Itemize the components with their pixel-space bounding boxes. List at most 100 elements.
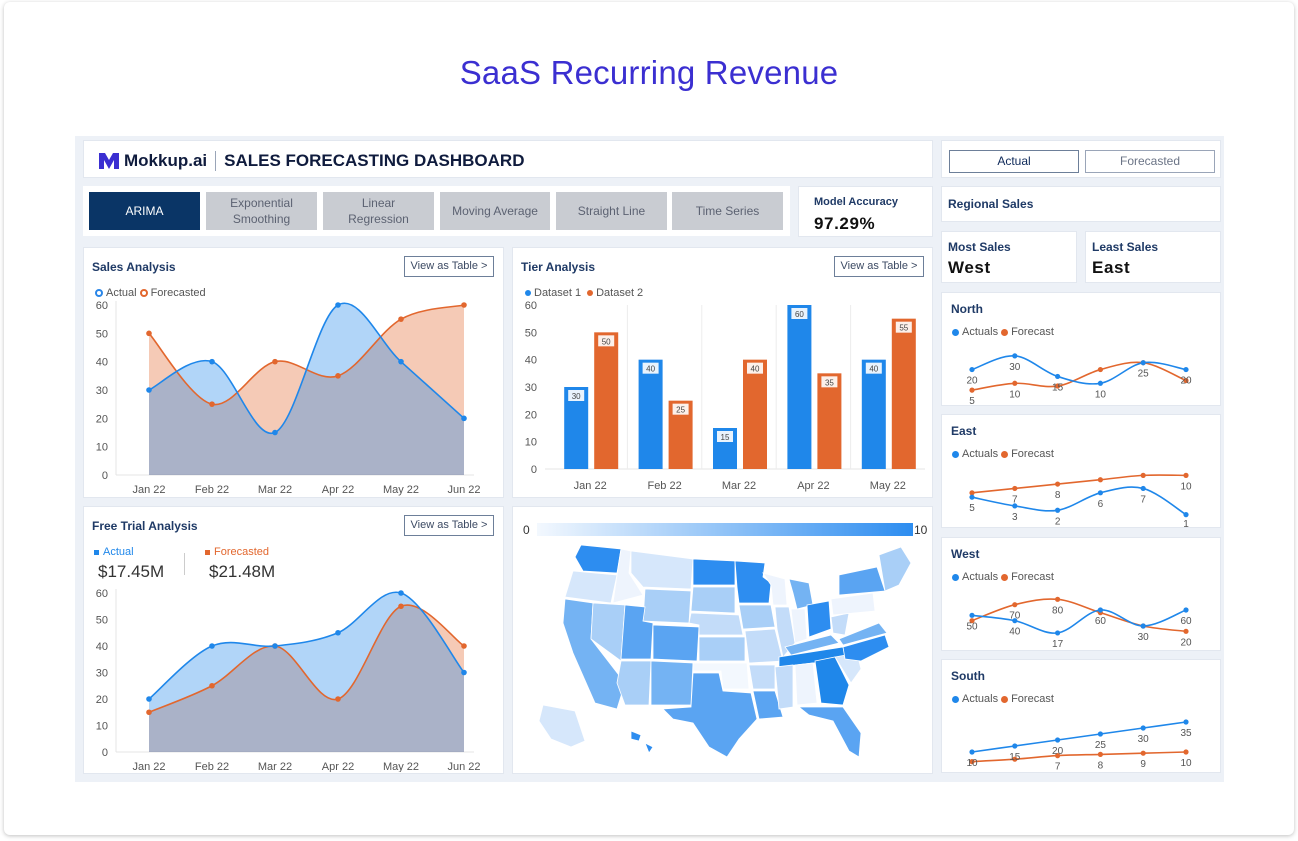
state-az [616,660,652,706]
state-ga [814,656,850,706]
actuals-value-label: 25 [1138,369,1150,380]
y-tick-label: 0 [102,470,108,482]
forecast-line [971,361,1187,391]
usa-choropleth-map [538,544,912,758]
east-card: East Actuals Forecast 5 3 2 6 7 1 7 8 10 [941,414,1221,529]
bar-label-bg [791,308,808,319]
east-legend: Actuals Forecast [952,448,1054,460]
x-tick-label: Jan 22 [132,484,165,496]
actuals-line [971,486,1187,516]
model-accuracy-card: Model Accuracy 97.29% [798,186,933,237]
actuals-line [971,609,1187,634]
tier-view-table-button[interactable]: View as Table > [834,256,924,277]
state-mo [744,628,784,664]
dataset2-legend-icon [587,290,594,296]
forecast-point [1055,383,1061,389]
trial-forecasted-value: $21.48M [209,562,276,581]
state-al [794,662,818,706]
y-tick-label: 20 [96,413,108,425]
state-sd [690,586,736,614]
actual-point [335,302,341,308]
bar-label-bg [747,362,763,374]
forecast-value-label: 9 [1140,759,1146,770]
actuals-point [1183,512,1189,518]
state-co [652,624,700,662]
actuals-point [1140,360,1146,366]
y-tick-label: 50 [96,328,108,340]
page-title: SaaS Recurring Revenue [459,54,839,91]
legend-dataset1: Dataset 1 [534,287,582,299]
state-or [564,570,618,604]
y-tick-label: 30 [525,382,537,394]
x-tick-label: Feb 22 [647,480,681,492]
most-sales-value: West [948,258,991,277]
state-wa [574,544,622,574]
actuals-line [971,721,1187,753]
state-ms [774,664,794,710]
actuals-value-label: 60 [1180,616,1192,627]
actuals-point [1183,366,1189,373]
actuals-point [969,494,975,500]
actuals-legend-icon [952,450,959,458]
dataset1-bar [638,359,663,469]
y-tick-label: 0 [531,464,537,476]
scale-min-label: 0 [523,523,530,537]
trial-forecasted-label-row: Forecasted [205,546,269,558]
north-line-chart: 20 30 15 10 25 20 5 10 [966,353,1192,407]
kpi-divider [184,553,185,575]
forecasted-point [335,696,341,702]
forecast-point [1012,380,1018,386]
actual-area [149,303,464,475]
actual-legend-icon [95,289,103,297]
trial-view-table-button[interactable]: View as Table > [404,515,494,536]
forecast-point [1012,602,1018,608]
y-tick-label: 10 [96,442,108,454]
actuals-value-label: 10 [1095,389,1107,400]
model-accuracy-label: Model Accuracy [814,196,898,208]
dataset1-bar [787,305,812,469]
actuals-value-label: 2 [1055,516,1061,527]
forecast-legend-icon [1001,695,1009,703]
dataset1-legend-icon [525,290,531,296]
tab-moving-average[interactable]: Moving Average [440,192,550,230]
y-tick-label: 0 [102,747,108,759]
bar-label-bg [568,390,585,401]
color-scale-bar [537,523,913,536]
tab-time-series[interactable]: Time Series [672,192,783,230]
tab-straight-line[interactable]: Straight Line [556,192,667,230]
forecast-point [1183,628,1189,634]
actuals-point [1055,737,1061,743]
toggle-card: Actual Forecasted [941,140,1221,178]
actuals-value-label: 30 [1009,362,1021,373]
y-tick-label: 40 [96,357,108,369]
forecast-value-label: 7 [1055,762,1061,773]
y-tick-label: 50 [525,327,537,339]
east-line-chart: 5 3 2 6 7 1 7 8 10 [969,472,1192,529]
bar-label-bg [895,321,912,333]
x-tick-label: Apr 22 [322,484,354,496]
actual-toggle-button[interactable]: Actual [949,150,1079,173]
forecast-value-label: 8 [1098,760,1104,771]
state-ny [838,566,886,596]
tab-linear-regression[interactable]: Linear Regression [323,192,434,230]
actuals-value-label: 60 [1095,616,1107,627]
tab-exponential-smoothing[interactable]: Exponential Smoothing [206,192,317,230]
forecast-legend-icon [1001,573,1009,581]
sales-view-table-button[interactable]: View as Table > [404,256,494,277]
state-ut [620,604,654,660]
forecasted-point [209,682,215,689]
forecast-value-label: 20 [1180,637,1192,648]
actuals-value-label: 40 [1009,627,1021,638]
actual-point [398,358,404,365]
forecast-point [969,490,975,496]
state-oh [806,600,832,638]
mokkup-logo-icon [99,153,119,169]
tab-arima[interactable]: ARIMA [89,192,200,230]
actual-point [209,643,215,649]
forecasted-toggle-button[interactable]: Forecasted [1085,150,1215,173]
map-card: 0 10 [512,506,933,774]
bar-value-label: 15 [721,433,730,442]
forecast-point [1055,753,1061,759]
south-line-chart: 10 15 20 25 30 35 7 8 9 10 [966,719,1192,773]
y-tick-label: 30 [96,385,108,397]
